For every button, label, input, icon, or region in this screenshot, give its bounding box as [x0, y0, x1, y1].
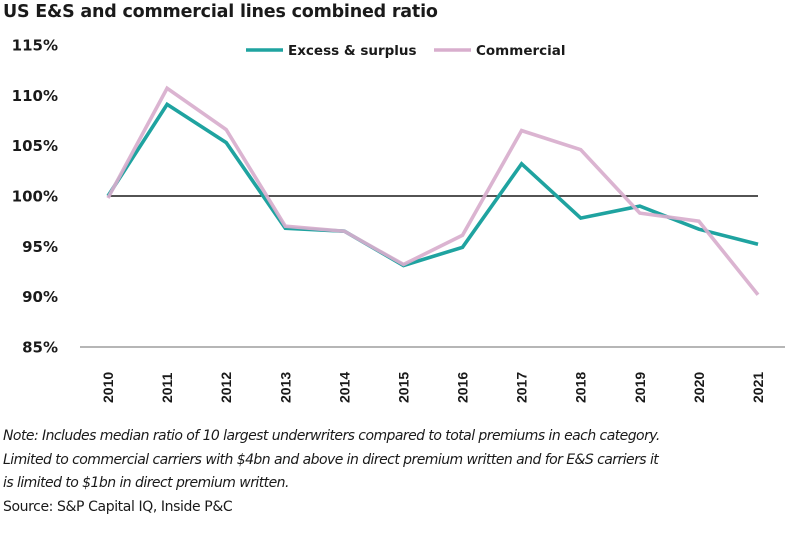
x-tick-label: 2017 — [514, 372, 530, 403]
note-line-2: Limited to commercial carriers with $4bn… — [3, 451, 659, 468]
y-tick-label: 85% — [22, 339, 58, 357]
legend-label: Excess & surplus — [288, 43, 417, 59]
x-tick-label: 2018 — [573, 372, 589, 403]
x-tick-label: 2010 — [100, 372, 116, 403]
series-line-commercial — [106, 85, 760, 296]
series-line-excess-surplus — [106, 101, 759, 268]
x-tick-label: 2012 — [218, 372, 234, 403]
x-tick-label: 2020 — [691, 372, 707, 403]
note-line-1: Note: Includes median ratio of 10 larges… — [3, 428, 660, 444]
x-axis: 2010 2011 2012 2013 2014 2015 2016 2017 2018 2019… — [100, 372, 766, 403]
y-tick-label: 100% — [12, 188, 58, 206]
x-tick-label: 2021 — [750, 372, 766, 403]
x-tick-label: 2014 — [336, 372, 352, 403]
line-chart: 115%110%105%100%95%90%85% 2010 2011 2012 20… — [12, 37, 785, 403]
chart-title: US E&S and commercial lines combined rat… — [3, 2, 438, 22]
legend: Excess & surplus Commercial — [246, 43, 566, 59]
x-tick-label: 2019 — [632, 372, 648, 403]
series-group — [106, 85, 760, 296]
y-tick-label: 105% — [12, 137, 58, 155]
x-tick-label: 2011 — [159, 372, 175, 403]
x-tick-label: 2016 — [455, 372, 471, 403]
y-tick-label: 110% — [12, 87, 58, 105]
y-tick-label: 90% — [22, 288, 58, 306]
x-tick-label: 2015 — [395, 372, 411, 403]
source-line: Source: S&P Capital IQ, Inside P&C — [3, 498, 233, 515]
chart-notes: Note: Includes median ratio of 10 larges… — [3, 425, 800, 519]
legend-label: Commercial — [476, 43, 566, 59]
y-tick-label: 95% — [22, 238, 58, 256]
note-line-3: is limited to $1bn in direct premium wri… — [3, 475, 289, 491]
y-tick-label: 115% — [12, 37, 58, 55]
x-tick-label: 2013 — [277, 372, 293, 403]
y-axis: 115% 110% 105% 100% 95% 90% 85% — [12, 37, 58, 357]
